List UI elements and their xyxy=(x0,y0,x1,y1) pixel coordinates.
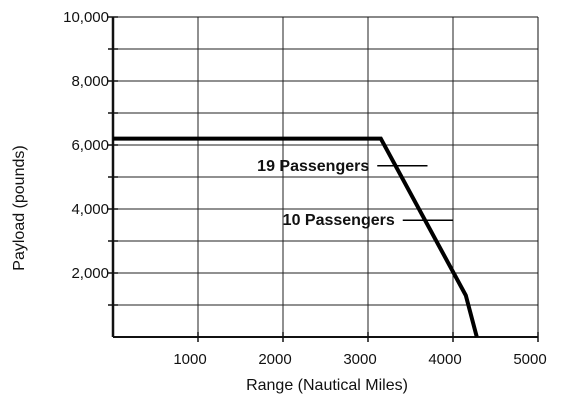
annotation-label: 10 Passengers xyxy=(283,212,395,229)
annotation-label: 19 Passengers xyxy=(257,158,369,175)
axes-layer: 2,000 4,000 6,000 8,000 10,000 1000 2000 3000 40… xyxy=(63,9,547,368)
x-axis-title: Range (Nautical Miles) xyxy=(246,377,408,394)
y-tick-label: 2,000 xyxy=(71,265,109,282)
x-tick-label: 5000 xyxy=(513,351,546,368)
y-axis-title: Payload (pounds) xyxy=(11,145,28,270)
series-layer xyxy=(113,136,479,338)
y-tick-label: 10,000 xyxy=(63,9,109,26)
x-tick-label: 3000 xyxy=(343,351,376,368)
x-tick-label: 1000 xyxy=(173,351,206,368)
grid-layer xyxy=(113,17,538,337)
x-tick-label: 2000 xyxy=(258,351,291,368)
y-tick-label: 4,000 xyxy=(71,201,109,218)
label-layer: Range (Nautical Miles) Payload (pounds) xyxy=(11,145,408,394)
payload-range-line xyxy=(113,136,479,338)
y-tick-label: 6,000 xyxy=(71,137,109,154)
x-tick-label: 4000 xyxy=(428,351,461,368)
y-tick-label: 8,000 xyxy=(71,73,109,90)
annotation-layer: 19 Passengers 10 Passengers xyxy=(257,158,453,229)
